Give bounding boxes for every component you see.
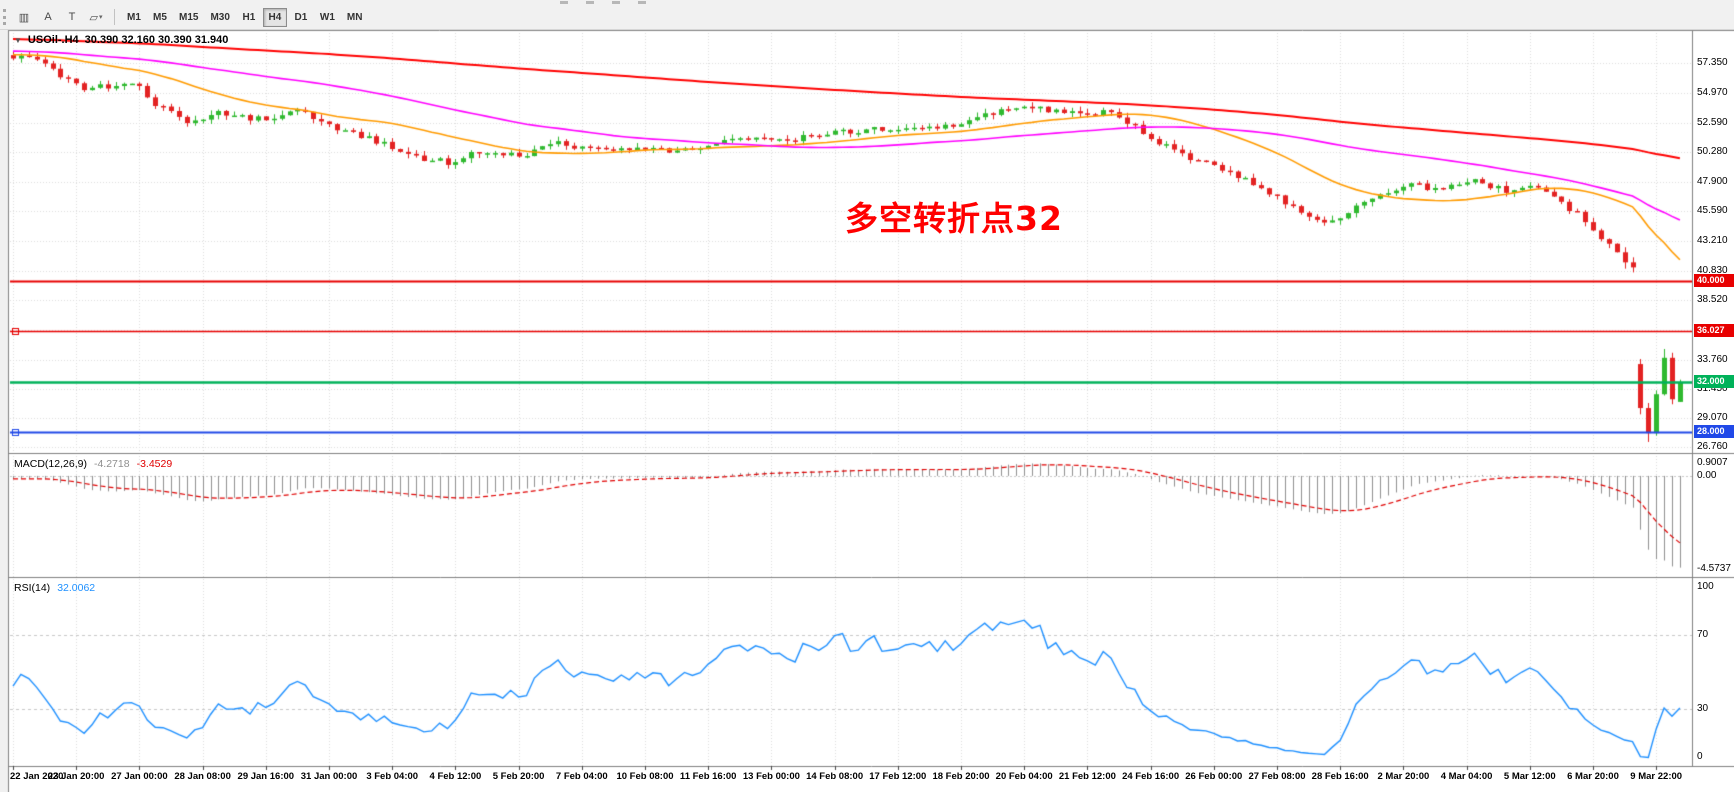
timeframe-mn[interactable]: MN bbox=[346, 11, 363, 23]
text-tool[interactable]: A bbox=[44, 11, 52, 23]
timeframe-m15[interactable]: M15 bbox=[179, 11, 199, 23]
chart-grid-tool[interactable]: ▥ bbox=[18, 11, 30, 24]
chart-symbol-title: USOil-.H4 bbox=[27, 34, 79, 46]
shapes-tool[interactable]: ▱ ▾ bbox=[89, 11, 103, 24]
top-partial-toolbar bbox=[0, 0, 1734, 5]
rsi-title: RSI(14) bbox=[14, 582, 51, 594]
chart-ohlc-header: ▼ USOil-.H4 30.390 32.160 30.390 31.940 bbox=[14, 34, 228, 46]
toolbar: ▥ A T ▱ ▾ M1 M5 M15 M30 H1 H4 D1 W1 MN bbox=[0, 5, 1734, 30]
partial-icon bbox=[638, 1, 646, 4]
macd-value-main: -4.2718 bbox=[93, 458, 130, 470]
macd-value-signal: -3.4529 bbox=[136, 458, 173, 470]
partial-icon bbox=[586, 1, 594, 4]
chart-ohlc-values: 30.390 32.160 30.390 31.940 bbox=[84, 34, 229, 46]
toolbar-separator bbox=[114, 9, 115, 25]
rsi-value: 32.0062 bbox=[57, 582, 96, 594]
timeframe-group: M1 M5 M15 M30 H1 H4 D1 W1 MN bbox=[121, 7, 368, 27]
rsi-header: RSI(14) 32.0062 bbox=[14, 582, 95, 594]
timeframe-h4[interactable]: H4 bbox=[262, 7, 287, 27]
timeframe-m5[interactable]: M5 bbox=[153, 11, 167, 23]
toolbar-grip[interactable] bbox=[3, 9, 6, 25]
partial-icon bbox=[560, 1, 568, 4]
macd-header: MACD(12,26,9) -4.2718 -3.4529 bbox=[14, 458, 172, 470]
annotation-text[interactable]: 多空转折点32 bbox=[845, 199, 1063, 238]
partial-icon bbox=[612, 1, 620, 4]
chart-collapse-icon[interactable]: ▼ bbox=[14, 35, 22, 45]
timeframe-h1[interactable]: H1 bbox=[242, 11, 256, 23]
timeframe-w1[interactable]: W1 bbox=[319, 11, 335, 23]
timeframe-d1[interactable]: D1 bbox=[294, 11, 308, 23]
timeframe-m30[interactable]: M30 bbox=[210, 11, 230, 23]
macd-title: MACD(12,26,9) bbox=[14, 458, 87, 470]
drawing-tools-group: ▥ A T ▱ ▾ bbox=[12, 7, 108, 27]
timeframe-m1[interactable]: M1 bbox=[127, 11, 141, 23]
dropdown-caret-icon: ▾ bbox=[98, 14, 103, 21]
text-label-tool[interactable]: T bbox=[68, 11, 76, 23]
